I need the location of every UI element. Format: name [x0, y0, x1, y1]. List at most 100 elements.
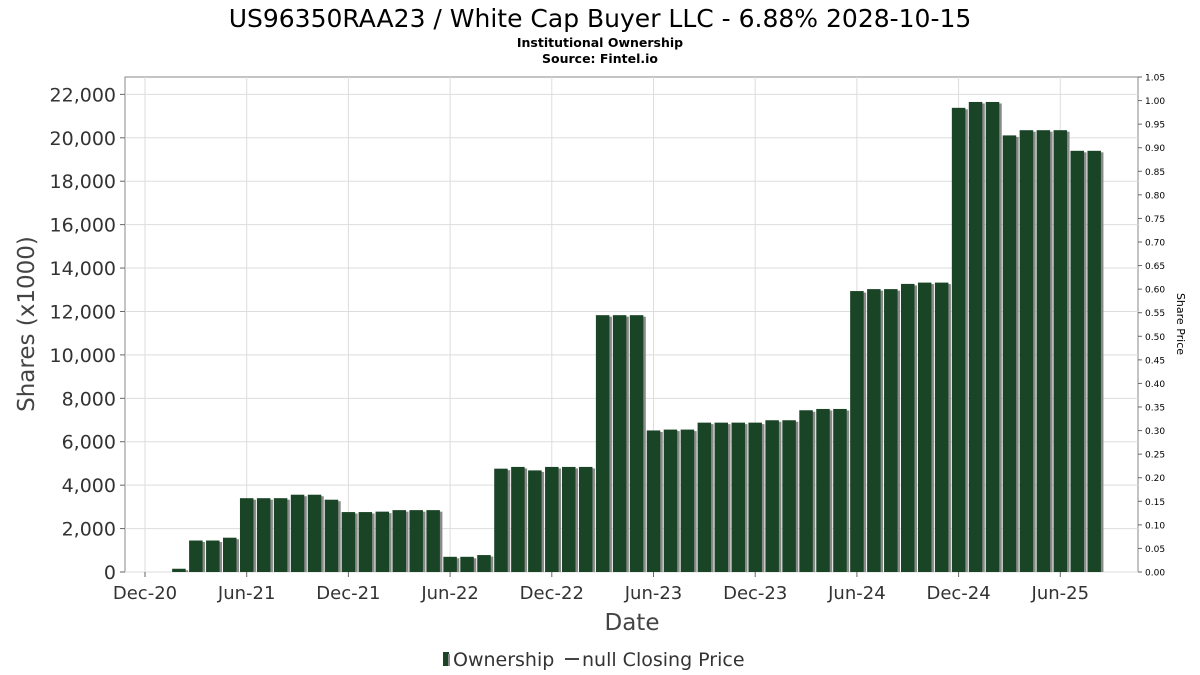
y2-tick-label: 0.50 [1145, 333, 1165, 343]
y2-tick-label: 0.25 [1145, 451, 1165, 461]
x-tick-label: Jun-23 [624, 583, 683, 604]
y-tick-label: 22,000 [50, 84, 116, 106]
y2-tick-label: 0.15 [1145, 498, 1165, 508]
x-tick-label: Dec-24 [926, 583, 990, 604]
y2-tick-label: 0.90 [1145, 144, 1165, 154]
legend: Ownership null Closing Price [443, 649, 745, 671]
bar [748, 422, 762, 572]
bar [545, 466, 559, 572]
bar [324, 499, 339, 572]
x-tick-label: Jun-21 [217, 583, 276, 604]
bar [375, 511, 390, 572]
bar [934, 282, 949, 572]
y-tick-label: 16,000 [50, 215, 116, 237]
bar [172, 568, 186, 572]
y2-tick-label: 0.95 [1145, 121, 1165, 131]
y2-tick-label: 1.00 [1145, 97, 1165, 107]
bar [612, 315, 627, 572]
bar [917, 282, 932, 572]
bar [409, 510, 423, 572]
y-tick-label: 18,000 [50, 171, 116, 193]
x-tick-label: Dec-22 [520, 583, 584, 604]
bar [528, 470, 542, 572]
bar [951, 107, 966, 572]
x-tick-label: Dec-21 [316, 583, 380, 604]
x-tick-label: Dec-20 [113, 583, 177, 604]
bar [663, 429, 678, 572]
x-tick-label: Dec-23 [723, 583, 787, 604]
bar [341, 512, 356, 572]
bar [206, 540, 220, 572]
bar [867, 289, 881, 572]
bar [1019, 130, 1034, 572]
bar [697, 422, 712, 572]
y-tick-label: 6,000 [62, 432, 116, 454]
bar [511, 466, 525, 572]
bar [850, 291, 864, 572]
bar [1036, 130, 1051, 572]
bar [595, 315, 610, 572]
x-tick-label: Jun-24 [827, 583, 886, 604]
bar [1053, 130, 1068, 572]
chart-source: Source: Fintel.io [542, 51, 658, 66]
y-tick-label: 0 [104, 562, 116, 584]
bar [985, 101, 1000, 572]
bars-group [172, 101, 1104, 573]
y2-tick-label: 0.40 [1145, 380, 1165, 390]
y2-tick-label: 0.80 [1145, 191, 1165, 201]
bar [782, 420, 796, 572]
y-tick-label: 12,000 [50, 301, 116, 323]
y2-tick-label: 0.00 [1145, 569, 1165, 579]
bar [239, 498, 254, 572]
y2-axis-ticks: 0.00 0.05 0.10 0.15 0.20 0.25 0.30 0.35 0.40 0.45… [1138, 74, 1165, 579]
legend-ownership-swatch-shadow [448, 654, 450, 666]
bar [731, 422, 745, 572]
chart-title: US96350RAA23 / White Cap Buyer LLC - 6.8… [229, 4, 972, 33]
bar [1002, 135, 1017, 573]
bar [307, 494, 322, 572]
y2-tick-label: 0.10 [1145, 521, 1165, 531]
y2-tick-label: 0.45 [1145, 356, 1165, 366]
x-axis-label: Date [605, 610, 660, 636]
y-tick-label: 2,000 [62, 519, 116, 541]
bar [494, 468, 508, 572]
bar [392, 510, 406, 572]
y2-tick-label: 1.05 [1145, 74, 1165, 84]
legend-price-label: null Closing Price [582, 649, 745, 671]
y2-tick-label: 0.30 [1145, 427, 1165, 437]
bar [765, 420, 779, 572]
bar [273, 498, 288, 572]
bar [189, 540, 203, 572]
chart-subtitle: Institutional Ownership [517, 35, 683, 50]
bar [426, 510, 440, 572]
y-axis-ticks: 0 2,000 4,000 6,000 8,000 10,000 12,000 14,000 1… [50, 84, 125, 584]
bar [968, 101, 983, 572]
y-tick-label: 14,000 [50, 258, 116, 280]
bar [256, 498, 271, 572]
y-tick-label: 20,000 [50, 128, 116, 150]
y2-tick-label: 0.60 [1145, 286, 1165, 296]
bar [477, 555, 491, 572]
x-axis-ticks: Dec-20 Jun-21 Dec-21 Jun-22 Dec-22 Jun-23 Dec-… [113, 572, 1089, 604]
y2-tick-label: 0.75 [1145, 215, 1165, 225]
bar [562, 466, 576, 572]
y-tick-label: 10,000 [50, 345, 116, 367]
bar [578, 466, 593, 572]
y-axis-label: Shares (x1000) [14, 236, 40, 412]
bar [1070, 150, 1084, 572]
y-tick-label: 4,000 [62, 475, 116, 497]
legend-ownership-swatch [443, 652, 449, 666]
y2-tick-label: 0.85 [1145, 168, 1165, 178]
bar [884, 289, 898, 572]
y2-tick-label: 0.65 [1145, 262, 1165, 272]
bar [223, 537, 237, 572]
y2-tick-label: 0.20 [1145, 474, 1165, 484]
bar [714, 422, 729, 572]
x-tick-label: Jun-25 [1031, 583, 1090, 604]
bar [358, 512, 373, 572]
y2-tick-label: 0.05 [1145, 545, 1165, 555]
bar [816, 408, 830, 572]
y2-tick-label: 0.35 [1145, 404, 1165, 414]
bar [646, 430, 661, 572]
